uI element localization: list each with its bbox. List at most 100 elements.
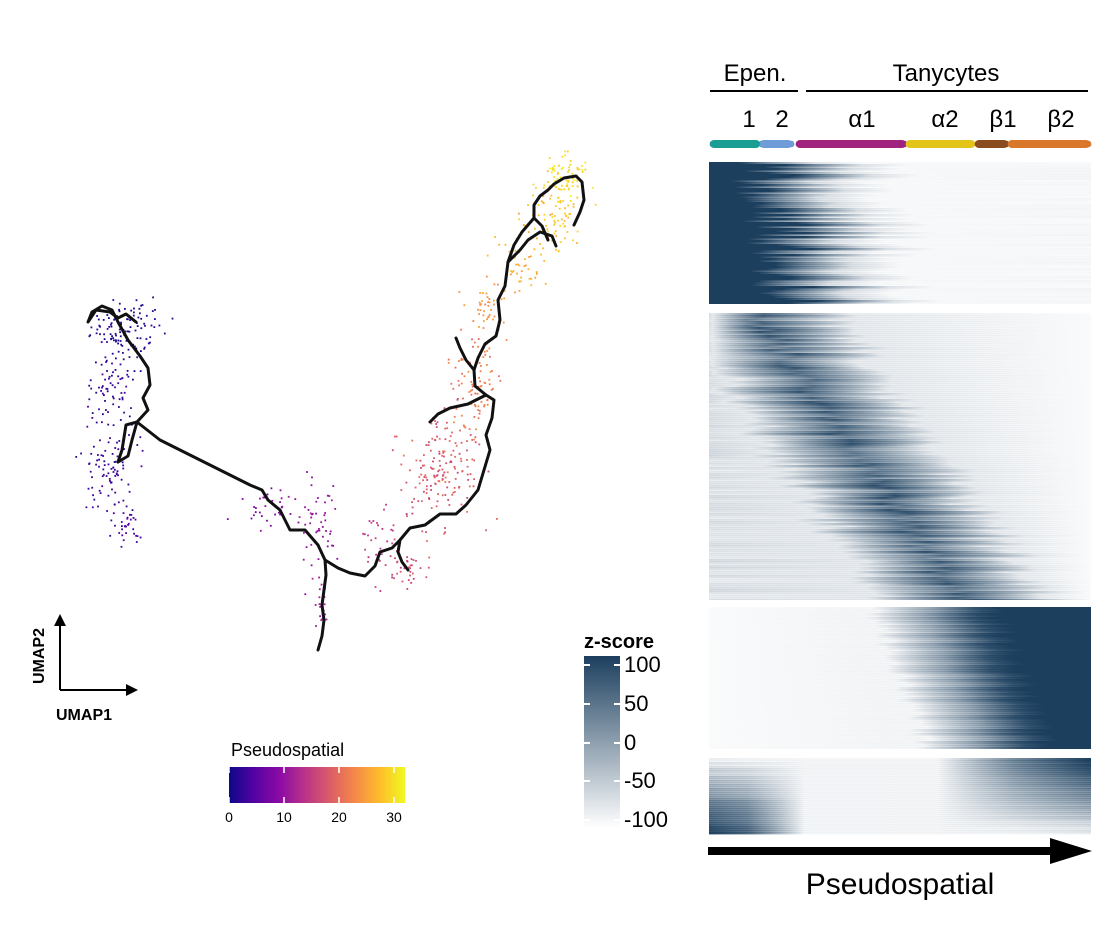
umap-cell-point	[488, 298, 491, 300]
umap-cell-point	[535, 271, 538, 273]
umap-cell-point	[98, 465, 100, 468]
umap-cell-point	[504, 243, 507, 246]
umap-cell-point	[477, 405, 480, 408]
umap-cell-point	[122, 499, 125, 502]
annotation-cell	[823, 140, 831, 148]
umap-cell-point	[425, 576, 428, 579]
umap-cell-point	[314, 604, 317, 606]
umap-cell-point	[486, 318, 488, 320]
umap-cell-point	[317, 558, 320, 560]
umap-cell-point	[100, 363, 103, 366]
umap-cell-point	[377, 524, 379, 527]
umap-cell-point	[112, 299, 115, 301]
umap-cell-point	[112, 403, 115, 406]
heatmap-row	[709, 814, 1091, 817]
umap-cell-point	[396, 561, 398, 564]
annotation-cell	[1070, 140, 1078, 148]
umap-cell-point	[114, 386, 116, 389]
umap-cell-point	[111, 453, 114, 455]
annotation-cell	[933, 140, 941, 148]
umap-cell-point	[435, 505, 438, 508]
umap-cell-point	[443, 471, 446, 474]
umap-cell-point	[510, 273, 512, 276]
umap-cell-point	[303, 531, 305, 534]
heatmap-row	[709, 180, 1091, 183]
umap-cell-point	[105, 387, 108, 390]
heatmap-row	[709, 214, 1091, 217]
heatmap-row	[709, 447, 1091, 450]
umap-cell-point	[307, 509, 310, 511]
heatmap-row	[709, 709, 1091, 712]
umap-cell-point	[108, 375, 111, 378]
umap-cell-point	[411, 512, 414, 515]
umap-cell-point	[125, 339, 128, 342]
umap-cell-point	[391, 529, 394, 532]
umap-cell-point	[415, 459, 418, 462]
heatmap-row	[709, 445, 1091, 448]
subtype-label: α1	[848, 106, 875, 133]
umap-cell-point	[278, 511, 280, 514]
umap-cell-point	[441, 494, 444, 497]
heatmap-row	[709, 657, 1091, 660]
heatmap-row	[709, 224, 1091, 227]
annotation-cell	[919, 140, 927, 148]
umap-cell-point	[480, 385, 483, 387]
umap-cell-point	[304, 593, 307, 596]
umap-cell-point	[449, 460, 452, 463]
umap-cell-point	[514, 249, 517, 252]
umap-cell-point	[329, 530, 332, 533]
umap-cell-point	[487, 301, 489, 303]
umap-cell-point	[444, 476, 447, 479]
umap-cell-point	[447, 499, 450, 501]
umap-cell-point	[477, 338, 480, 340]
umap-cell-point	[562, 222, 565, 225]
umap-cell-point	[566, 231, 569, 233]
annotation-cell	[766, 140, 774, 148]
annotation-cell	[1007, 140, 1015, 148]
heatmap-row	[709, 264, 1091, 267]
umap-cell-point	[119, 340, 122, 342]
umap-cell-point	[415, 560, 417, 562]
umap-cell-point	[450, 454, 453, 456]
umap-cell-point	[133, 532, 135, 535]
heatmap-row	[709, 573, 1091, 576]
umap-cell-point	[493, 315, 496, 318]
heatmap-row	[709, 256, 1091, 259]
umap-cell-point	[436, 474, 439, 476]
heatmap-row	[709, 276, 1091, 279]
umap-cell-point	[304, 523, 307, 526]
umap-cell-point	[144, 324, 146, 327]
umap-cell-point	[433, 476, 436, 479]
umap-cell-point	[336, 557, 339, 560]
heatmap-row	[709, 206, 1091, 209]
umap-cell-point	[483, 350, 486, 353]
umap-cell-point	[108, 377, 110, 380]
umap-cell-point	[537, 204, 540, 206]
umap-cell-point	[91, 476, 93, 479]
umap-cell-point	[135, 541, 138, 543]
umap-cell-point	[421, 500, 423, 503]
umap-cell-point	[135, 299, 138, 302]
umap-cell-point	[460, 382, 463, 385]
umap-cell-point	[368, 520, 371, 522]
umap-cell-point	[534, 276, 537, 279]
heatmap-row	[709, 669, 1091, 672]
umap-cell-point	[393, 435, 396, 438]
heatmap-row	[709, 613, 1091, 616]
annotation-cell	[744, 140, 752, 148]
heatmap-row	[709, 266, 1091, 269]
umap-cell-point	[486, 254, 489, 257]
colorbar-ticks: 0 10 20 30	[225, 767, 402, 825]
umap-cell-point	[396, 572, 398, 575]
umap-cell-point	[548, 157, 551, 159]
umap-cell-point	[512, 269, 515, 272]
umap-cell-point	[553, 165, 555, 168]
umap-cell-point	[550, 171, 553, 174]
umap-cell-point	[478, 376, 480, 379]
heatmap-row	[709, 495, 1091, 498]
heatmap-row	[709, 296, 1091, 299]
umap-cell-point	[319, 615, 321, 618]
umap-cell-point	[571, 177, 574, 180]
umap-cell-point	[563, 188, 566, 191]
heatmap-row	[709, 425, 1091, 428]
